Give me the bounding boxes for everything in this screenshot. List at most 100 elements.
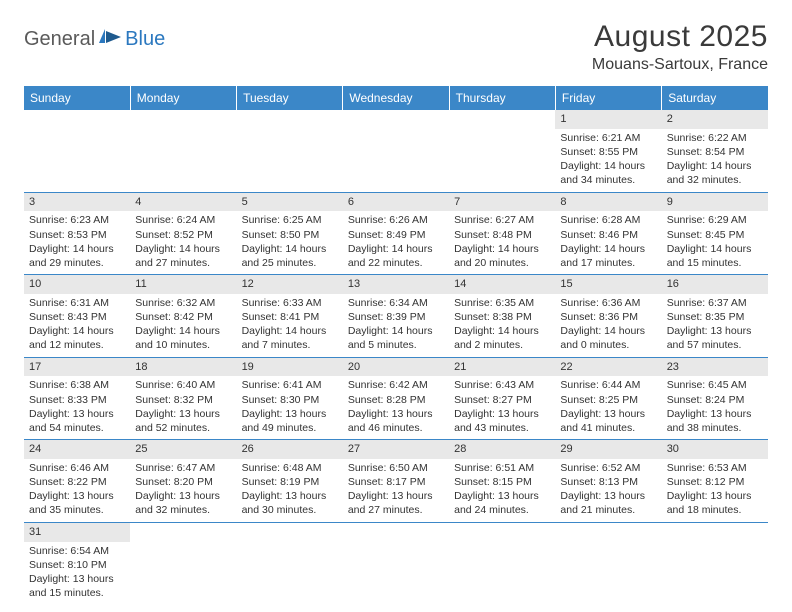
- calendar-cell: 23Sunrise: 6:45 AMSunset: 8:24 PMDayligh…: [662, 357, 768, 440]
- day-number: 15: [555, 275, 661, 294]
- daylight-text: Daylight: 14 hours and 20 minutes.: [454, 242, 550, 270]
- day-body: Sunrise: 6:44 AMSunset: 8:25 PMDaylight:…: [555, 376, 661, 439]
- logo: General Blue: [24, 20, 165, 51]
- sunrise-text: Sunrise: 6:47 AM: [135, 461, 231, 475]
- calendar-week-row: 24Sunrise: 6:46 AMSunset: 8:22 PMDayligh…: [24, 440, 768, 523]
- calendar-cell: 12Sunrise: 6:33 AMSunset: 8:41 PMDayligh…: [237, 275, 343, 358]
- day-body: Sunrise: 6:42 AMSunset: 8:28 PMDaylight:…: [343, 376, 449, 439]
- sunrise-text: Sunrise: 6:34 AM: [348, 296, 444, 310]
- weekday-header: Monday: [130, 86, 236, 110]
- day-number: 6: [343, 193, 449, 212]
- day-number: 14: [449, 275, 555, 294]
- calendar-week-row: 3Sunrise: 6:23 AMSunset: 8:53 PMDaylight…: [24, 192, 768, 275]
- daylight-text: Daylight: 13 hours and 32 minutes.: [135, 489, 231, 517]
- calendar-cell: 31Sunrise: 6:54 AMSunset: 8:10 PMDayligh…: [24, 522, 130, 604]
- sunrise-text: Sunrise: 6:29 AM: [667, 213, 763, 227]
- day-body: Sunrise: 6:43 AMSunset: 8:27 PMDaylight:…: [449, 376, 555, 439]
- sunrise-text: Sunrise: 6:44 AM: [560, 378, 656, 392]
- daylight-text: Daylight: 14 hours and 15 minutes.: [667, 242, 763, 270]
- daylight-text: Daylight: 13 hours and 41 minutes.: [560, 407, 656, 435]
- day-number: 17: [24, 358, 130, 377]
- daylight-text: Daylight: 13 hours and 24 minutes.: [454, 489, 550, 517]
- calendar-cell: 18Sunrise: 6:40 AMSunset: 8:32 PMDayligh…: [130, 357, 236, 440]
- daylight-text: Daylight: 13 hours and 54 minutes.: [29, 407, 125, 435]
- sunrise-text: Sunrise: 6:40 AM: [135, 378, 231, 392]
- sunset-text: Sunset: 8:41 PM: [242, 310, 338, 324]
- calendar-cell: 29Sunrise: 6:52 AMSunset: 8:13 PMDayligh…: [555, 440, 661, 523]
- calendar-week-row: 1Sunrise: 6:21 AMSunset: 8:55 PMDaylight…: [24, 110, 768, 192]
- calendar-cell: 15Sunrise: 6:36 AMSunset: 8:36 PMDayligh…: [555, 275, 661, 358]
- day-body: Sunrise: 6:33 AMSunset: 8:41 PMDaylight:…: [237, 294, 343, 357]
- sunrise-text: Sunrise: 6:33 AM: [242, 296, 338, 310]
- calendar-cell: 7Sunrise: 6:27 AMSunset: 8:48 PMDaylight…: [449, 192, 555, 275]
- day-number: 9: [662, 193, 768, 212]
- daylight-text: Daylight: 13 hours and 35 minutes.: [29, 489, 125, 517]
- calendar-cell: [662, 522, 768, 604]
- calendar-cell: [237, 522, 343, 604]
- sunrise-text: Sunrise: 6:50 AM: [348, 461, 444, 475]
- day-number: 10: [24, 275, 130, 294]
- calendar-cell: [449, 522, 555, 604]
- sunrise-text: Sunrise: 6:31 AM: [29, 296, 125, 310]
- day-body: Sunrise: 6:45 AMSunset: 8:24 PMDaylight:…: [662, 376, 768, 439]
- daylight-text: Daylight: 14 hours and 34 minutes.: [560, 159, 656, 187]
- day-body: Sunrise: 6:50 AMSunset: 8:17 PMDaylight:…: [343, 459, 449, 522]
- sunrise-text: Sunrise: 6:35 AM: [454, 296, 550, 310]
- calendar-cell: 24Sunrise: 6:46 AMSunset: 8:22 PMDayligh…: [24, 440, 130, 523]
- calendar-cell: 1Sunrise: 6:21 AMSunset: 8:55 PMDaylight…: [555, 110, 661, 192]
- daylight-text: Daylight: 14 hours and 5 minutes.: [348, 324, 444, 352]
- daylight-text: Daylight: 13 hours and 52 minutes.: [135, 407, 231, 435]
- sunrise-text: Sunrise: 6:46 AM: [29, 461, 125, 475]
- sunrise-text: Sunrise: 6:38 AM: [29, 378, 125, 392]
- calendar-cell: 19Sunrise: 6:41 AMSunset: 8:30 PMDayligh…: [237, 357, 343, 440]
- day-number: 18: [130, 358, 236, 377]
- logo-text-general: General: [24, 28, 95, 51]
- day-body: Sunrise: 6:31 AMSunset: 8:43 PMDaylight:…: [24, 294, 130, 357]
- calendar-week-row: 17Sunrise: 6:38 AMSunset: 8:33 PMDayligh…: [24, 357, 768, 440]
- sunset-text: Sunset: 8:13 PM: [560, 475, 656, 489]
- calendar-cell: 14 Sunrise: 6:35 AMSunset: 8:38 PMDayligh…: [449, 275, 555, 358]
- daylight-text: Daylight: 14 hours and 12 minutes.: [29, 324, 125, 352]
- sunset-text: Sunset: 8:36 PM: [560, 310, 656, 324]
- daylight-text: Daylight: 14 hours and 29 minutes.: [29, 242, 125, 270]
- title-block: August 2025 Mouans-Sartoux, France: [592, 20, 768, 74]
- daylight-text: Daylight: 13 hours and 21 minutes.: [560, 489, 656, 517]
- day-body: Sunrise: 6:25 AMSunset: 8:50 PMDaylight:…: [237, 211, 343, 274]
- sunset-text: Sunset: 8:38 PM: [454, 310, 550, 324]
- sunrise-text: Sunrise: 6:43 AM: [454, 378, 550, 392]
- calendar-cell: [130, 110, 236, 192]
- sunrise-text: Sunrise: 6:41 AM: [242, 378, 338, 392]
- daylight-text: Daylight: 14 hours and 7 minutes.: [242, 324, 338, 352]
- sunset-text: Sunset: 8:24 PM: [667, 393, 763, 407]
- daylight-text: Daylight: 14 hours and 0 minutes.: [560, 324, 656, 352]
- calendar-cell: 25Sunrise: 6:47 AMSunset: 8:20 PMDayligh…: [130, 440, 236, 523]
- day-body: Sunrise: 6:36 AMSunset: 8:36 PMDaylight:…: [555, 294, 661, 357]
- flag-icon: [99, 29, 123, 50]
- day-number: 22: [555, 358, 661, 377]
- calendar-cell: 3Sunrise: 6:23 AMSunset: 8:53 PMDaylight…: [24, 192, 130, 275]
- sunset-text: Sunset: 8:27 PM: [454, 393, 550, 407]
- header: General Blue August 2025 Mouans-Sartoux,…: [24, 20, 768, 74]
- sunset-text: Sunset: 8:48 PM: [454, 228, 550, 242]
- calendar-cell: 21Sunrise: 6:43 AMSunset: 8:27 PMDayligh…: [449, 357, 555, 440]
- day-number: 3: [24, 193, 130, 212]
- calendar-cell: [237, 110, 343, 192]
- day-body: Sunrise: 6:29 AMSunset: 8:45 PMDaylight:…: [662, 211, 768, 274]
- day-number: 4: [130, 193, 236, 212]
- daylight-text: Daylight: 14 hours and 2 minutes.: [454, 324, 550, 352]
- calendar-cell: 26Sunrise: 6:48 AMSunset: 8:19 PMDayligh…: [237, 440, 343, 523]
- calendar-cell: [24, 110, 130, 192]
- sunset-text: Sunset: 8:20 PM: [135, 475, 231, 489]
- sunset-text: Sunset: 8:49 PM: [348, 228, 444, 242]
- day-body: Sunrise: 6:48 AMSunset: 8:19 PMDaylight:…: [237, 459, 343, 522]
- sunset-text: Sunset: 8:54 PM: [667, 145, 763, 159]
- day-number: 20: [343, 358, 449, 377]
- sunrise-text: Sunrise: 6:26 AM: [348, 213, 444, 227]
- day-number: 31: [24, 523, 130, 542]
- day-number: 11: [130, 275, 236, 294]
- calendar-cell: 30Sunrise: 6:53 AMSunset: 8:12 PMDayligh…: [662, 440, 768, 523]
- weekday-header-row: Sunday Monday Tuesday Wednesday Thursday…: [24, 86, 768, 110]
- daylight-text: Daylight: 14 hours and 27 minutes.: [135, 242, 231, 270]
- sunrise-text: Sunrise: 6:24 AM: [135, 213, 231, 227]
- day-number: 28: [449, 440, 555, 459]
